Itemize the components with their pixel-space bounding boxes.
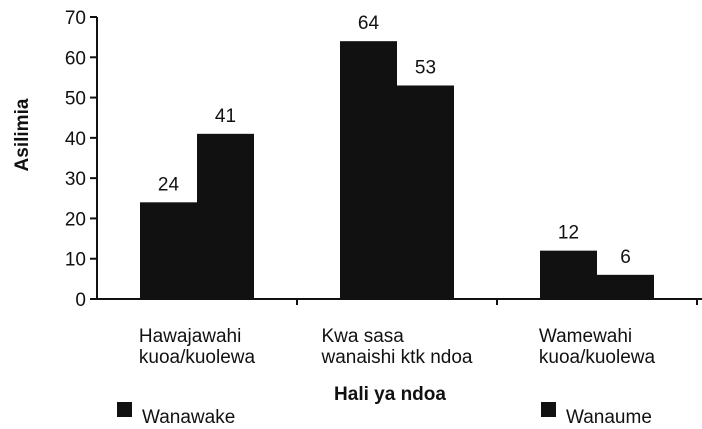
- x-tick-label: Kwa sasa: [321, 326, 404, 347]
- bar: [197, 133, 254, 299]
- bar: [597, 274, 654, 299]
- y-tick-label: 30: [65, 169, 86, 190]
- bar: [140, 202, 197, 299]
- x-tick-label: Hawajawahi: [139, 326, 241, 347]
- legend-label: Wanaume: [566, 407, 652, 428]
- bar: [540, 250, 597, 299]
- x-tick-label: kuoa/kuolewa: [539, 347, 656, 368]
- x-tick-label: kuoa/kuolewa: [139, 347, 256, 368]
- legend-label: Wanawake: [142, 407, 235, 428]
- y-tick-label: 60: [65, 48, 86, 69]
- x-tick-label: wanaishi ktk ndoa: [320, 347, 472, 368]
- bar: [397, 85, 454, 299]
- data-label: 24: [158, 174, 180, 195]
- x-tick-label: Wamewahi: [539, 326, 632, 347]
- y-tick-label: 50: [65, 89, 86, 110]
- y-tick-label: 70: [65, 8, 86, 29]
- bar: [340, 41, 397, 300]
- y-tick-label: 10: [65, 250, 86, 271]
- x-axis-title: Hali ya ndoa: [334, 384, 446, 405]
- legend-swatch: [541, 402, 556, 417]
- y-tick-label: 0: [75, 290, 86, 311]
- data-label: 6: [620, 247, 631, 268]
- data-label: 12: [558, 223, 579, 244]
- data-label: 41: [215, 106, 236, 127]
- legend-swatch: [117, 402, 132, 417]
- y-axis-title: Asilimia: [12, 98, 33, 171]
- data-label: 64: [358, 13, 380, 34]
- y-tick-label: 40: [65, 129, 86, 150]
- data-label: 53: [415, 57, 436, 78]
- y-tick-label: 20: [65, 209, 86, 230]
